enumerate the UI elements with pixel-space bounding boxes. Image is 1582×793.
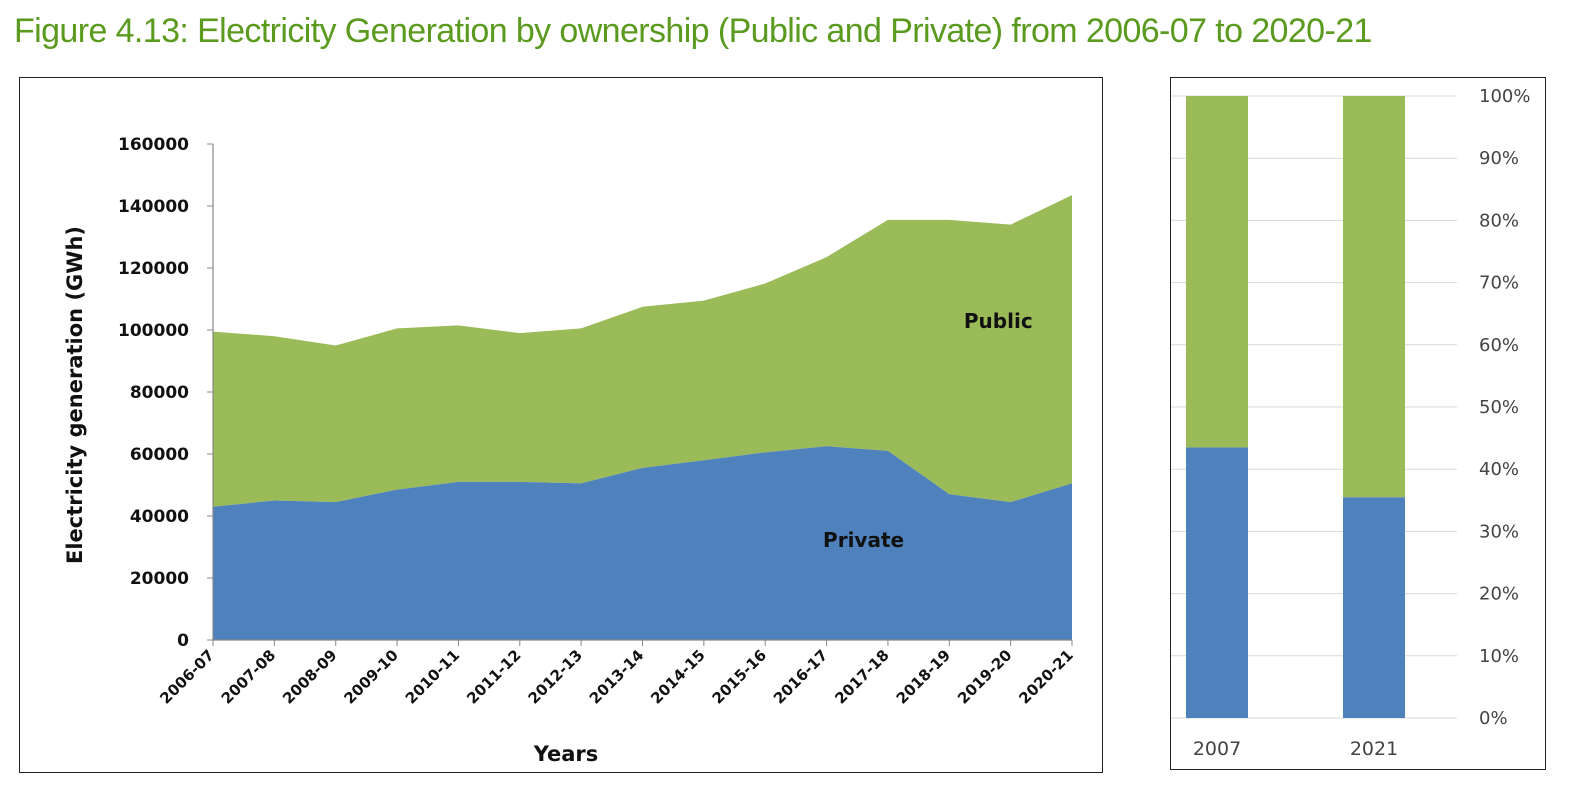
x-tick-label: 2016-17 [770, 646, 831, 707]
x-tick-label: 2013-14 [586, 646, 647, 707]
x-tick-label: 2006-07 [156, 646, 217, 707]
public-series-label: Public [964, 309, 1033, 333]
private-series-label: Private [823, 528, 904, 552]
y-tick-label: 100% [1479, 86, 1530, 107]
x-axis-title: Years [533, 742, 599, 766]
y-tick-label: 40000 [130, 507, 189, 527]
y-tick-label: 90% [1479, 148, 1519, 169]
bar-public-2021 [1343, 96, 1405, 498]
y-tick-label: 80000 [130, 383, 189, 403]
y-tick-label: 100000 [118, 321, 189, 341]
y-tick-label: 20000 [130, 569, 189, 589]
x-tick-label: 2009-10 [340, 646, 401, 707]
x-tick-label: 2012-13 [525, 646, 586, 707]
x-tick-label: 2015-16 [709, 646, 770, 707]
y-tick-label: 40% [1479, 459, 1519, 480]
percent-bar-chart: 0% 10% 20% 30% 40% 50% 60% 70% 80% 90% 100% 2007 202… [1171, 86, 1530, 760]
bar-public-2007 [1186, 96, 1248, 448]
y-tick-label: 0% [1479, 708, 1508, 729]
y-tick-label: 120000 [118, 259, 189, 279]
y-tick-label: 80% [1479, 210, 1519, 231]
public-area [213, 195, 1072, 507]
bar-private-2021 [1343, 497, 1405, 718]
y-tick-label: 60000 [130, 445, 189, 465]
y-tick-label: 50% [1479, 397, 1519, 418]
x-tick-label: 2007 [1193, 738, 1241, 760]
x-tick-label: 2021 [1350, 738, 1398, 760]
y-axis-title: Electricity generation (GWh) [63, 226, 87, 564]
figure-title: Figure 4.13: Electricity Generation by o… [14, 12, 1372, 50]
area-chart: 0 20000 40000 60000 80000 100000 120000 140000 1… [63, 135, 1077, 766]
y-tick-label: 60% [1479, 335, 1519, 356]
x-tick-label: 2019-20 [954, 646, 1015, 707]
x-tick-label: 2014-15 [647, 646, 708, 707]
y-tick-label: 70% [1479, 273, 1519, 294]
y-tick-label: 20% [1479, 584, 1519, 605]
y-tick-label: 0 [177, 631, 189, 651]
x-tick-label: 2020-21 [1015, 646, 1076, 707]
x-tick-label: 2010-11 [402, 646, 463, 707]
y-tick-label: 10% [1479, 646, 1519, 667]
private-area [213, 446, 1072, 640]
y-tick-label: 30% [1479, 521, 1519, 542]
y-tick-label: 160000 [118, 135, 189, 155]
x-tick-label: 2008-09 [279, 646, 340, 707]
x-tick-label: 2018-19 [893, 646, 954, 707]
y-tick-label: 140000 [118, 197, 189, 217]
bar-private-2007 [1186, 447, 1248, 718]
x-tick-label: 2007-08 [218, 646, 279, 707]
area-chart-panel: 0 20000 40000 60000 80000 100000 120000 140000 1… [19, 77, 1103, 773]
x-tick-label: 2011-12 [463, 646, 524, 707]
percent-bar-chart-panel: 0% 10% 20% 30% 40% 50% 60% 70% 80% 90% 100% 2007 202… [1170, 77, 1546, 770]
x-tick-label: 2017-18 [831, 646, 892, 707]
